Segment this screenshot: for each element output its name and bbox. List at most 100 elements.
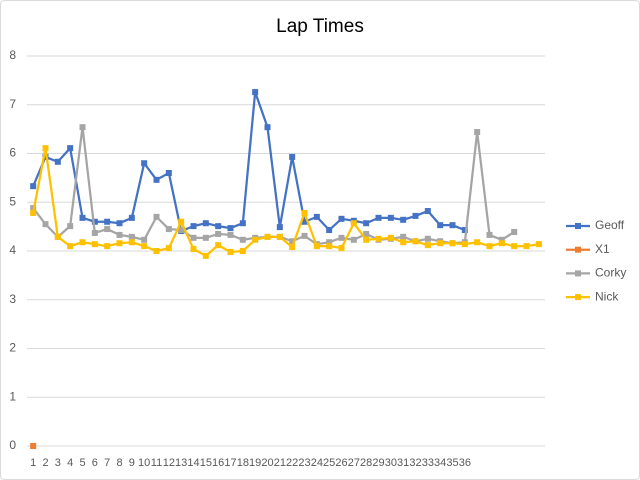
x-tick-label: 6 bbox=[92, 457, 98, 469]
marker bbox=[252, 89, 259, 96]
x-tick-label: 21 bbox=[274, 457, 286, 469]
marker bbox=[289, 153, 296, 160]
marker bbox=[104, 243, 111, 250]
x-tick-label: 34 bbox=[434, 457, 446, 469]
marker bbox=[412, 238, 419, 245]
marker bbox=[289, 238, 296, 245]
marker bbox=[264, 124, 271, 131]
marker bbox=[165, 226, 172, 233]
marker bbox=[338, 245, 345, 252]
legend-marker bbox=[575, 223, 581, 229]
marker bbox=[42, 153, 49, 160]
marker bbox=[276, 224, 283, 231]
x-tick-label: 12 bbox=[163, 457, 175, 469]
marker bbox=[486, 243, 493, 250]
marker bbox=[511, 228, 518, 235]
marker bbox=[42, 145, 49, 152]
legend-label: Corky bbox=[595, 266, 626, 280]
marker bbox=[375, 235, 382, 242]
marker bbox=[313, 213, 320, 220]
marker bbox=[363, 236, 370, 243]
marker bbox=[30, 443, 37, 449]
marker bbox=[30, 183, 37, 190]
x-tick-label: 26 bbox=[335, 457, 347, 469]
marker bbox=[474, 239, 481, 246]
x-tick-label: 15 bbox=[200, 457, 212, 469]
marker bbox=[535, 241, 542, 248]
marker bbox=[511, 243, 518, 250]
marker bbox=[153, 248, 160, 254]
marker bbox=[42, 221, 49, 228]
marker bbox=[363, 220, 370, 227]
marker bbox=[239, 248, 246, 254]
marker bbox=[338, 234, 345, 241]
marker bbox=[424, 242, 431, 249]
marker bbox=[116, 231, 123, 238]
y-tick-label: 6 bbox=[9, 146, 16, 160]
marker bbox=[239, 220, 246, 227]
marker bbox=[498, 236, 505, 243]
chart-title: Lap Times bbox=[276, 16, 364, 37]
x-tick-label: 7 bbox=[104, 457, 110, 469]
x-tick-label: 10 bbox=[138, 457, 150, 469]
x-tick-label: 4 bbox=[67, 457, 73, 469]
marker bbox=[165, 170, 172, 176]
x-tick-label: 31 bbox=[397, 457, 409, 469]
marker bbox=[400, 216, 407, 223]
marker bbox=[153, 176, 160, 183]
x-tick-label: 14 bbox=[187, 457, 199, 469]
marker bbox=[190, 223, 197, 230]
y-tick-label: 5 bbox=[9, 194, 16, 208]
legend-label: Geoff bbox=[595, 218, 625, 232]
marker bbox=[252, 236, 259, 243]
legend-label: X1 bbox=[595, 242, 610, 256]
marker bbox=[104, 226, 111, 233]
marker bbox=[326, 239, 333, 246]
marker bbox=[91, 241, 98, 248]
x-tick-label: 17 bbox=[224, 457, 236, 469]
marker bbox=[67, 243, 74, 250]
marker bbox=[239, 236, 246, 243]
x-tick-label: 30 bbox=[385, 457, 397, 469]
marker bbox=[227, 225, 234, 232]
marker bbox=[227, 248, 234, 255]
marker bbox=[91, 229, 98, 236]
x-tick-label: 29 bbox=[372, 457, 384, 469]
marker bbox=[338, 215, 345, 222]
marker bbox=[387, 234, 394, 241]
marker bbox=[449, 240, 456, 247]
x-tick-label: 20 bbox=[261, 457, 273, 469]
marker bbox=[128, 214, 135, 221]
x-tick-label: 27 bbox=[348, 457, 360, 469]
marker bbox=[153, 213, 160, 220]
marker bbox=[313, 243, 320, 250]
marker bbox=[326, 227, 333, 234]
y-tick-label: 2 bbox=[9, 341, 16, 355]
marker bbox=[424, 235, 431, 242]
marker bbox=[202, 220, 209, 227]
marker bbox=[498, 240, 505, 247]
marker bbox=[449, 222, 456, 229]
x-tick-label: 8 bbox=[116, 457, 122, 469]
marker bbox=[461, 227, 468, 234]
legend-label: Nick bbox=[595, 289, 619, 303]
marker bbox=[301, 218, 308, 225]
marker bbox=[437, 240, 444, 247]
marker bbox=[79, 239, 86, 246]
marker bbox=[165, 245, 172, 252]
marker bbox=[363, 230, 370, 237]
x-tick-label: 19 bbox=[249, 457, 261, 469]
y-tick-label: 7 bbox=[9, 97, 16, 111]
marker bbox=[387, 214, 394, 221]
marker bbox=[412, 212, 419, 219]
marker bbox=[67, 145, 74, 152]
y-tick-label: 4 bbox=[9, 243, 16, 257]
marker bbox=[326, 243, 333, 250]
marker bbox=[375, 214, 382, 221]
x-tick-label: 25 bbox=[323, 457, 335, 469]
marker bbox=[116, 220, 123, 227]
marker bbox=[54, 158, 61, 165]
marker bbox=[141, 236, 148, 243]
